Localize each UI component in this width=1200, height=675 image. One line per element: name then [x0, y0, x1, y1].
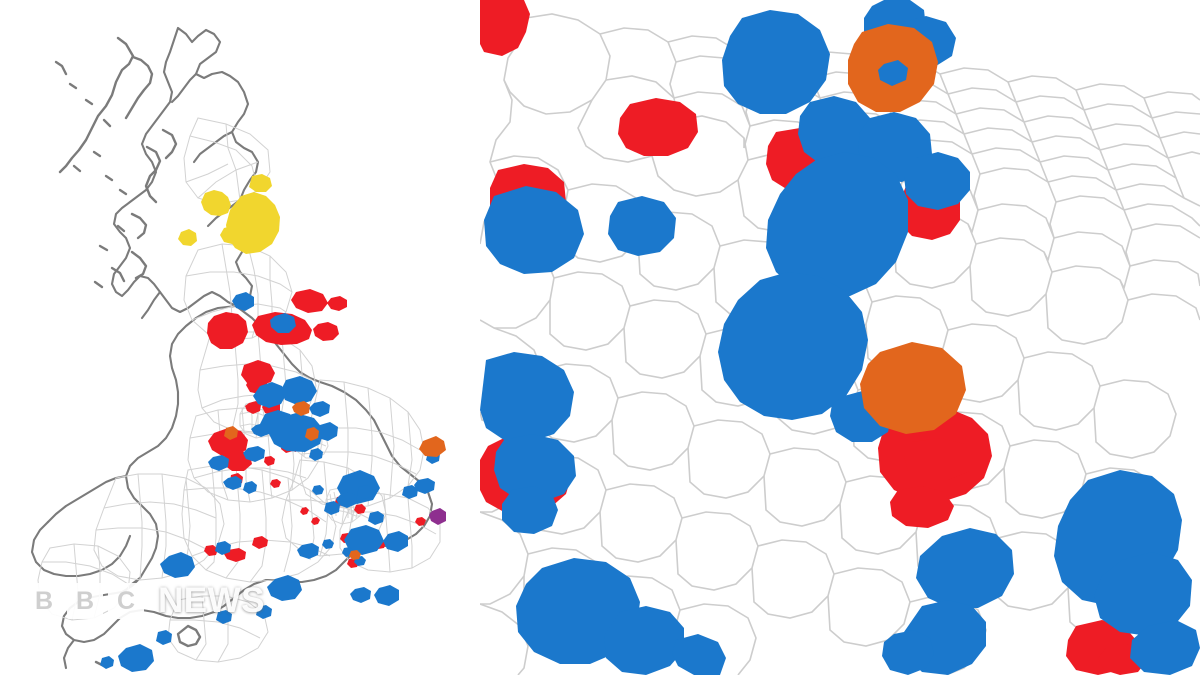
result-regions-conservative — [100, 292, 440, 672]
region-detail-map-panel[interactable] — [480, 0, 1200, 675]
result-regions-libdem — [224, 401, 446, 560]
result-regions-labour — [204, 289, 426, 568]
scotland-coastline — [112, 28, 258, 318]
uk-overview-svg — [0, 0, 446, 672]
result-regions-reform — [429, 508, 446, 525]
detail-regions-conservative — [480, 0, 1200, 675]
region-detail-svg — [480, 0, 1200, 675]
result-regions-snp — [178, 174, 280, 254]
britain-coastline — [32, 306, 432, 668]
uk-overview-map-panel[interactable] — [0, 0, 480, 675]
detail-regions-accents — [878, 60, 908, 86]
scotland-islands — [56, 38, 176, 287]
